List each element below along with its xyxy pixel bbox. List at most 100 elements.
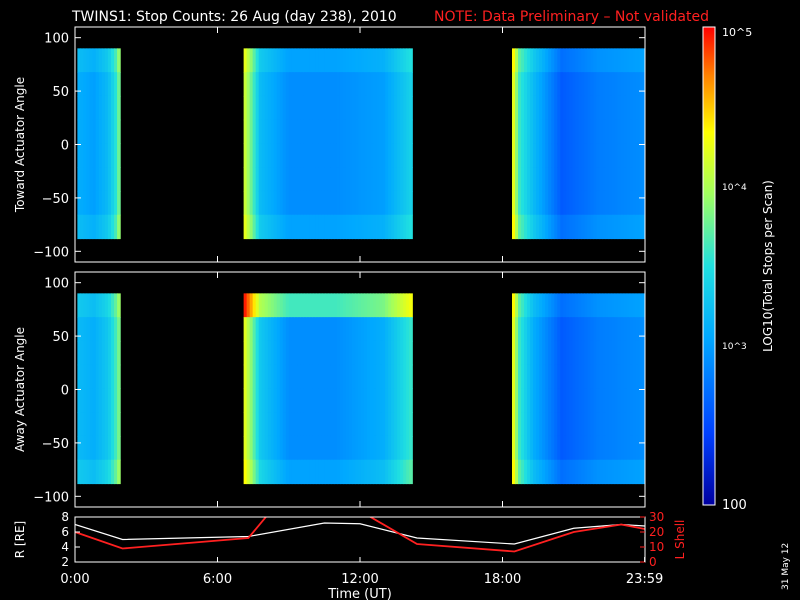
heatmap-cell — [270, 293, 275, 318]
heatmap-cell — [626, 364, 631, 390]
heatmap-cell — [282, 190, 287, 216]
heatmap-cell — [617, 190, 622, 216]
heatmap-cell — [300, 340, 305, 366]
heatmap-cell — [524, 214, 528, 240]
heatmap-cell — [346, 388, 350, 413]
y-tick-label: 0 — [61, 139, 69, 154]
heatmap-cell — [346, 317, 350, 342]
heatmap-cell — [533, 167, 537, 192]
heatmap-cell — [551, 143, 555, 168]
heatmap-cell — [566, 317, 570, 342]
heatmap-cell — [572, 214, 576, 240]
heatmap-cell — [342, 72, 347, 97]
heatmap-cell — [548, 340, 552, 366]
heatmap-cell — [333, 317, 338, 342]
heatmap-cell — [635, 293, 640, 318]
heatmap-cell — [530, 388, 534, 413]
heatmap-cell — [117, 48, 121, 73]
heatmap-cell — [566, 95, 570, 121]
heatmap-cell — [620, 95, 625, 121]
heatmap-cell — [635, 340, 640, 366]
heatmap-cell — [327, 459, 332, 485]
heatmap-cell — [294, 190, 299, 216]
heatmap-cell — [258, 317, 263, 342]
heatmap-cell — [614, 167, 619, 192]
heatmap-cell — [95, 167, 100, 192]
heatmap-cell — [581, 190, 586, 216]
heatmap-cell — [614, 190, 619, 216]
heatmap-cell — [391, 167, 395, 192]
heatmap-cell — [542, 317, 546, 342]
heatmap-cell — [569, 340, 573, 366]
heatmap-cell — [336, 459, 341, 485]
heatmap-cell — [346, 95, 350, 121]
heatmap-cell — [276, 435, 281, 461]
heatmap-cell — [306, 388, 311, 413]
heatmap-cell — [629, 459, 634, 485]
heatmap-cell — [635, 388, 640, 413]
heatmap-cell — [572, 317, 576, 342]
heatmap-cell — [288, 167, 293, 192]
heatmap-cell — [641, 48, 646, 73]
heatmap-cell — [593, 190, 598, 216]
heatmap-cell — [518, 214, 522, 240]
heatmap-cell — [521, 190, 525, 216]
heatmap-cell — [635, 435, 640, 461]
heatmap-cell — [327, 143, 332, 168]
heatmap-cell — [86, 459, 91, 485]
heatmap-cell — [279, 459, 284, 485]
heatmap-cell — [527, 293, 531, 318]
heatmap-cell — [536, 317, 540, 342]
heatmap-cell — [282, 435, 287, 461]
heatmap-cell — [101, 340, 106, 366]
heatmap-cell — [306, 459, 311, 485]
heatmap-cell — [104, 167, 109, 192]
heatmap-cell — [608, 459, 613, 485]
heatmap-cell — [536, 459, 540, 485]
heatmap-cell — [110, 167, 115, 192]
heatmap-cell — [608, 72, 613, 97]
heatmap-cell — [536, 48, 540, 73]
heatmap-cell — [596, 293, 601, 318]
heatmap-cell — [379, 119, 383, 145]
heatmap-cell — [602, 459, 607, 485]
heatmap-cell — [255, 167, 260, 192]
heatmap-cell — [267, 72, 272, 97]
heatmap-cell — [376, 190, 380, 216]
heatmap-cell — [638, 48, 643, 73]
heatmap-cell — [388, 293, 392, 318]
heatmap-cell — [524, 317, 528, 342]
heatmap-cell — [276, 364, 281, 390]
heatmap-cell — [605, 143, 610, 168]
heatmap-cell — [575, 95, 579, 121]
heatmap-cell — [104, 214, 109, 240]
heatmap-cell — [611, 340, 616, 366]
heatmap-cell — [578, 72, 582, 97]
heatmap-cell — [373, 119, 377, 145]
heatmap-cell — [397, 143, 401, 168]
heatmap-cell — [391, 364, 395, 390]
heatmap-cell — [279, 412, 284, 437]
heatmap-cell — [575, 48, 579, 73]
heatmap-cell — [246, 459, 251, 485]
heatmap-cell — [382, 412, 386, 437]
heatmap-cell — [92, 72, 97, 97]
heatmap-cell — [605, 190, 610, 216]
heatmap-cell — [515, 48, 519, 73]
heatmap-cell — [551, 167, 555, 192]
heatmap-cell — [352, 293, 356, 318]
heatmap-cell — [632, 340, 637, 366]
heatmap-cell — [554, 293, 558, 318]
heatmap-cell — [578, 95, 582, 121]
heatmap-cell — [300, 459, 305, 485]
heatmap-cell — [114, 412, 118, 437]
heatmap-cell — [114, 119, 118, 145]
heatmap-cell — [572, 48, 576, 73]
heatmap-cell — [117, 214, 121, 240]
heatmap-cell — [385, 388, 389, 413]
heatmap-cell — [291, 190, 296, 216]
heatmap-cell — [379, 293, 383, 318]
heatmap-cell — [626, 214, 631, 240]
heatmap-cell — [349, 143, 353, 168]
y-right-tick-label: 20 — [649, 525, 664, 539]
